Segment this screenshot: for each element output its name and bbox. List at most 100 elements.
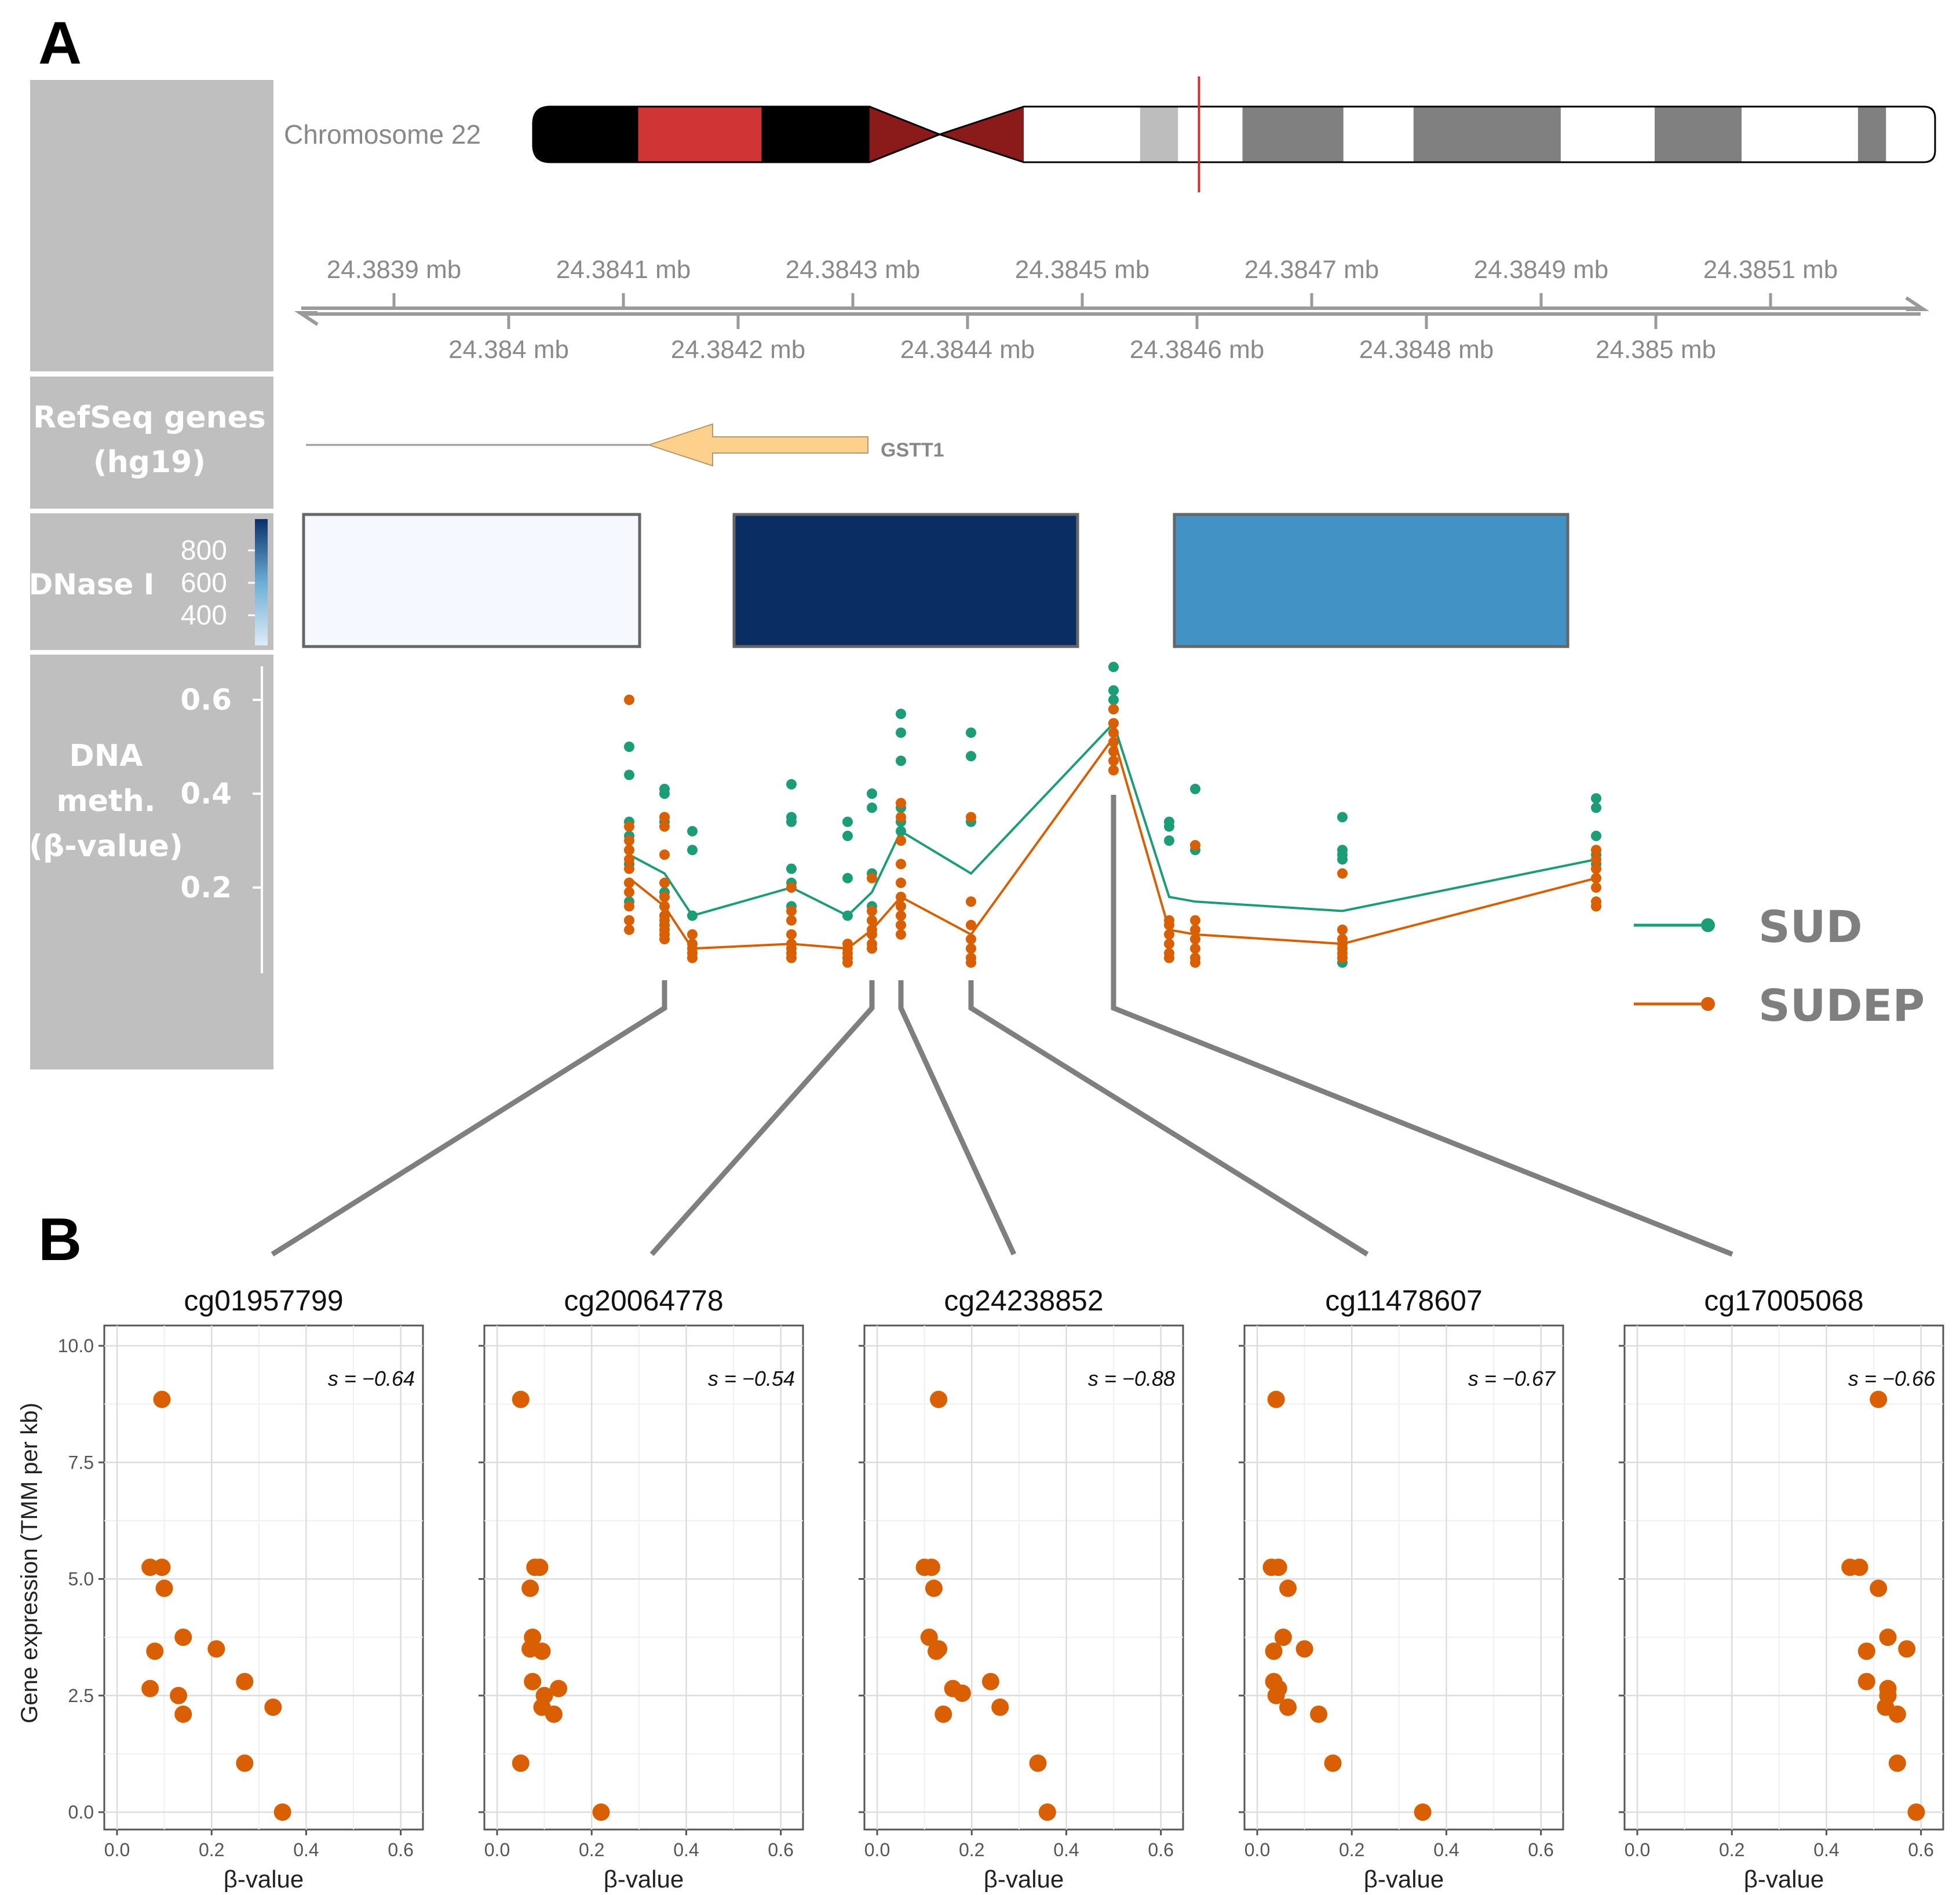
scatter-point bbox=[531, 1558, 549, 1576]
sudep-point bbox=[867, 872, 877, 883]
sudep-point bbox=[659, 849, 670, 860]
x-tick-label: 0.0 bbox=[1625, 1839, 1650, 1860]
sudep-point bbox=[1591, 845, 1601, 856]
sudep-point bbox=[1108, 718, 1119, 729]
sudep-point bbox=[1337, 868, 1348, 879]
sudep-point bbox=[659, 901, 670, 912]
sudep-point bbox=[896, 901, 906, 912]
sudep-point bbox=[786, 882, 797, 893]
scatter-point bbox=[1295, 1640, 1313, 1658]
x-tick-label: 0.2 bbox=[579, 1839, 604, 1860]
dnase-scale-800: 800 bbox=[181, 535, 227, 566]
y-tick-label: 7.5 bbox=[68, 1452, 94, 1473]
ideogram-band-7 bbox=[1178, 107, 1243, 162]
sud-point bbox=[1591, 793, 1601, 804]
genome-tick-label-lower: 24.3846 mb bbox=[1130, 335, 1264, 364]
sudep-point bbox=[966, 943, 976, 954]
ideogram-band-13 bbox=[1742, 107, 1859, 162]
scatter-plot-area bbox=[1243, 1324, 1564, 1831]
scatter-title: cg11478607 bbox=[1325, 1284, 1483, 1317]
connector-line-1 bbox=[649, 980, 875, 1256]
x-tick-label: 0.6 bbox=[388, 1839, 413, 1860]
sudep-point bbox=[1108, 736, 1119, 747]
sud-point bbox=[1164, 835, 1174, 846]
sudep-point bbox=[659, 821, 670, 832]
scatter-point bbox=[153, 1558, 171, 1576]
ideogram-band-10 bbox=[1413, 107, 1561, 162]
scatter-point bbox=[146, 1642, 164, 1660]
gene-track bbox=[306, 423, 868, 467]
scatter-point bbox=[1274, 1629, 1292, 1646]
ideogram-band-9 bbox=[1343, 107, 1414, 162]
legend-sudep-dot bbox=[1701, 997, 1715, 1011]
ideogram-band-11 bbox=[1560, 107, 1655, 162]
spearman-annotation: s = −0.88 bbox=[1088, 1367, 1175, 1390]
sud-point bbox=[1591, 802, 1601, 813]
scatter-y-axis-label: Gene expression (TMM per kb) bbox=[17, 1403, 42, 1724]
ideogram-band-2 bbox=[761, 107, 870, 162]
genome-tick-label-lower: 24.385 mb bbox=[1596, 335, 1716, 364]
sudep-point bbox=[624, 835, 634, 846]
scatter-plot-area bbox=[863, 1324, 1184, 1831]
connector-line-4 bbox=[1111, 795, 1733, 1257]
scatter-plot-area bbox=[483, 1324, 804, 1831]
genome-tick-label-upper: 24.3847 mb bbox=[1244, 255, 1379, 284]
scatter-title: cg01957799 bbox=[184, 1284, 343, 1317]
ideogram-band-6 bbox=[1140, 107, 1178, 162]
sudep-point bbox=[1591, 872, 1601, 883]
sudep-point bbox=[842, 957, 853, 968]
dnase-label: DNase I bbox=[29, 568, 155, 601]
legend-sud-dot bbox=[1701, 918, 1715, 932]
scatter-title: cg24238852 bbox=[944, 1284, 1103, 1317]
sudep-point bbox=[1190, 934, 1200, 945]
scatter-plot-area bbox=[103, 1324, 424, 1831]
sudep-point bbox=[966, 896, 976, 907]
scatter-point bbox=[170, 1686, 188, 1704]
sudep-point bbox=[867, 929, 877, 940]
sudep-point bbox=[1190, 943, 1200, 954]
sudep-point bbox=[1190, 915, 1200, 926]
scatter-point bbox=[930, 1390, 948, 1408]
scatter-point bbox=[155, 1579, 173, 1597]
sud-point bbox=[896, 826, 906, 837]
scatter-point bbox=[1269, 1558, 1287, 1576]
dnase-track-bg bbox=[30, 513, 273, 650]
x-tick-label: 0.4 bbox=[1433, 1839, 1459, 1860]
sudep-point bbox=[1337, 924, 1348, 935]
dnase-region-0 bbox=[302, 513, 641, 648]
dnase-scale-400: 400 bbox=[181, 600, 227, 631]
scatter-point bbox=[512, 1754, 530, 1772]
scatter-point bbox=[1857, 1642, 1875, 1660]
dnase-scale-600: 600 bbox=[181, 568, 227, 598]
sudep-point bbox=[624, 924, 634, 935]
meth-label-line2: meth. bbox=[56, 784, 155, 819]
meth-axis-tick-label: 0.6 bbox=[180, 683, 232, 717]
sud-point bbox=[896, 709, 906, 720]
sudep-point bbox=[1190, 924, 1200, 935]
x-axis-label: β-value bbox=[1364, 1865, 1444, 1892]
sud-point bbox=[867, 788, 877, 799]
sudep-point bbox=[1190, 840, 1200, 851]
scatter-point bbox=[953, 1684, 971, 1702]
x-tick-label: 0.2 bbox=[959, 1839, 984, 1860]
sudep-point bbox=[624, 863, 634, 874]
sud-point bbox=[1591, 830, 1601, 841]
sudep-point bbox=[966, 919, 976, 930]
connectors bbox=[271, 795, 1733, 1257]
scatter-point bbox=[236, 1754, 254, 1772]
sud-point bbox=[842, 872, 853, 883]
scatter-point bbox=[207, 1640, 225, 1658]
methylation-data bbox=[624, 662, 1601, 968]
scatter-point bbox=[1414, 1803, 1432, 1821]
spearman-annotation: s = −0.67 bbox=[1468, 1367, 1556, 1390]
scatter-point bbox=[545, 1705, 563, 1723]
dnase-colorbar bbox=[255, 519, 268, 645]
sud-point bbox=[867, 802, 877, 813]
scatter-point bbox=[1888, 1754, 1906, 1772]
genome-tick-label-lower: 24.384 mb bbox=[448, 335, 569, 364]
sud-point bbox=[786, 779, 797, 790]
methylation-track-bg bbox=[30, 655, 273, 1069]
scatter-point bbox=[153, 1390, 171, 1408]
ideogram-band-4 bbox=[939, 107, 1024, 162]
sudep-point bbox=[896, 835, 906, 846]
